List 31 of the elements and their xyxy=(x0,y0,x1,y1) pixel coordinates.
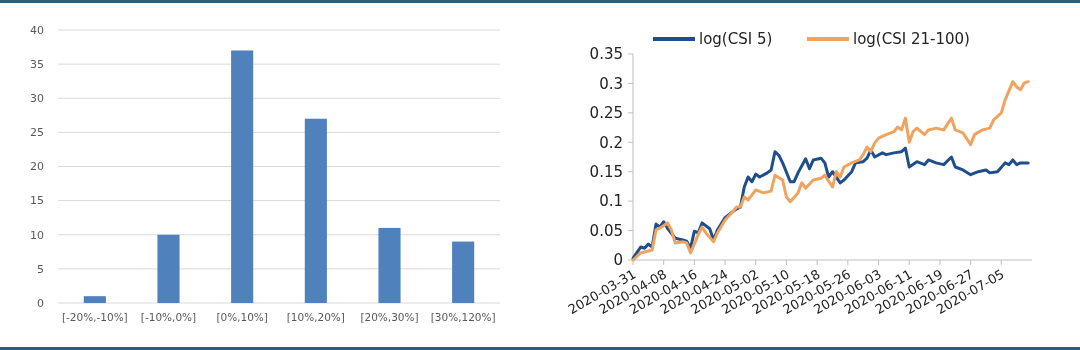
x-tick-label: [10%,20%] xyxy=(286,311,345,323)
bar xyxy=(378,227,401,303)
x-tick-label: [0%,10%] xyxy=(216,311,268,323)
x-tick-label: [30%,120%] xyxy=(430,311,496,323)
y-tick-label: 0.15 xyxy=(589,162,623,181)
y-tick-label: 10 xyxy=(30,228,44,242)
x-tick-label: [-20%,-10%] xyxy=(61,311,128,323)
legend-label: log(CSI 5) xyxy=(699,30,773,49)
bar xyxy=(304,118,327,303)
bar xyxy=(83,296,106,303)
y-tick-label: 0.2 xyxy=(599,133,623,152)
y-tick-label: 0 xyxy=(613,251,623,270)
y-tick-label: 0.25 xyxy=(589,104,623,123)
y-tick-label: 0.3 xyxy=(599,74,623,93)
x-tick-label: [20%,30%] xyxy=(360,311,419,323)
y-tick-label: 0.1 xyxy=(599,192,623,211)
bar xyxy=(452,241,475,303)
y-tick-label: 15 xyxy=(30,194,44,208)
y-tick-label: 40 xyxy=(30,23,44,37)
y-tick-label: 0.35 xyxy=(589,45,623,64)
y-tick-label: 35 xyxy=(30,57,44,71)
bar xyxy=(231,50,254,303)
legend-label: log(CSI 21-100) xyxy=(853,30,970,49)
bar xyxy=(157,234,180,303)
y-tick-label: 0 xyxy=(37,296,44,310)
x-tick-label: [-10%,0%] xyxy=(140,311,197,323)
y-tick-label: 5 xyxy=(37,262,44,276)
y-tick-label: 20 xyxy=(30,160,44,174)
y-tick-label: 25 xyxy=(30,126,44,140)
y-tick-label: 0.05 xyxy=(589,221,623,240)
y-tick-label: 30 xyxy=(30,92,44,106)
